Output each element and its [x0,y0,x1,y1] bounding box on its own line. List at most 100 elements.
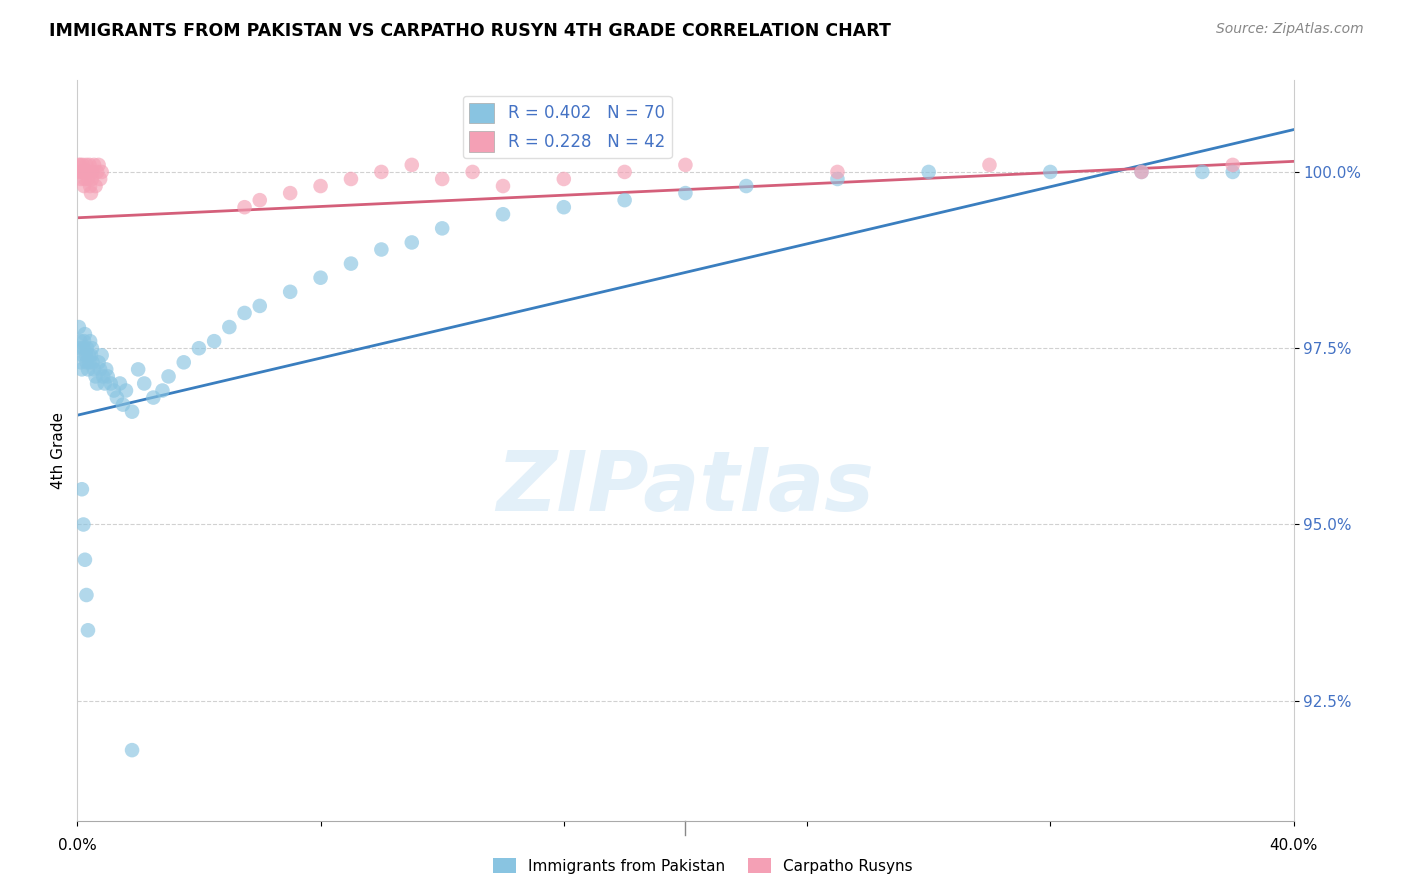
Point [80,186,103,200]
Point [75,165,97,179]
Point [1222,165,1244,179]
Point [401,235,423,250]
Point [87,158,110,172]
Point [89,362,111,376]
Point [82,355,104,369]
Point [134,376,156,391]
Text: ZIPatlas: ZIPatlas [496,447,875,528]
Point [79,334,101,348]
Point [127,362,149,376]
Point [827,172,849,186]
Point [87,355,110,369]
Point [73,179,96,194]
Point [69,341,91,355]
Point [82,165,104,179]
Point [309,179,332,194]
Point [80,172,103,186]
Point [76,165,98,179]
Point [70,355,93,369]
Point [72,341,94,355]
Text: Source: ZipAtlas.com: Source: ZipAtlas.com [1216,22,1364,37]
Point [1130,165,1153,179]
Point [675,186,697,200]
Point [67,320,90,334]
Point [80,341,103,355]
Point [553,172,575,186]
Text: IMMIGRANTS FROM PAKISTAN VS CARPATHO RUSYN 4TH GRADE CORRELATION CHART: IMMIGRANTS FROM PAKISTAN VS CARPATHO RUS… [49,22,891,40]
Point [278,186,301,200]
Point [1222,158,1244,172]
Point [370,165,392,179]
Point [735,179,758,194]
Point [152,384,174,398]
Point [105,391,128,405]
Point [69,158,91,172]
Point [492,179,515,194]
Point [77,362,100,376]
Point [121,743,143,757]
Point [309,270,332,285]
Point [613,165,636,179]
Point [103,384,125,398]
Point [249,299,271,313]
Point [202,334,225,348]
Point [89,172,111,186]
Point [108,376,131,391]
Point [75,588,97,602]
Point [173,355,195,369]
Point [100,376,122,391]
Point [75,158,97,172]
Point [188,341,211,355]
Point [218,320,240,334]
Point [72,348,94,362]
Point [91,369,114,384]
Point [492,207,515,221]
Point [77,172,100,186]
Point [73,172,96,186]
Point [77,624,100,638]
Point [67,158,90,172]
Text: 0.0%: 0.0% [58,838,97,854]
Point [121,405,143,419]
Point [827,165,849,179]
Point [73,334,96,348]
Point [86,165,108,179]
Point [370,243,392,257]
Point [553,200,575,214]
Point [84,369,107,384]
Point [1191,165,1213,179]
Point [979,158,1001,172]
Point [75,348,97,362]
Point [340,172,363,186]
Point [75,355,97,369]
Point [142,391,165,405]
Point [79,355,101,369]
Point [70,172,93,186]
Y-axis label: 4th Grade: 4th Grade [51,412,66,489]
Point [96,362,118,376]
Point [73,553,96,567]
Point [249,193,271,207]
Point [430,172,453,186]
Point [70,482,93,496]
Point [83,158,105,172]
Point [401,158,423,172]
Point [86,376,108,391]
Point [115,384,138,398]
Point [70,165,93,179]
Point [1039,165,1062,179]
Point [77,348,100,362]
Point [90,165,112,179]
Point [70,362,93,376]
Point [111,398,134,412]
Point [79,158,101,172]
Point [1130,165,1153,179]
Point [69,165,91,179]
Point [77,165,100,179]
Point [278,285,301,299]
Point [233,200,256,214]
Point [613,193,636,207]
Point [90,348,112,362]
Point [83,362,105,376]
Point [72,165,94,179]
